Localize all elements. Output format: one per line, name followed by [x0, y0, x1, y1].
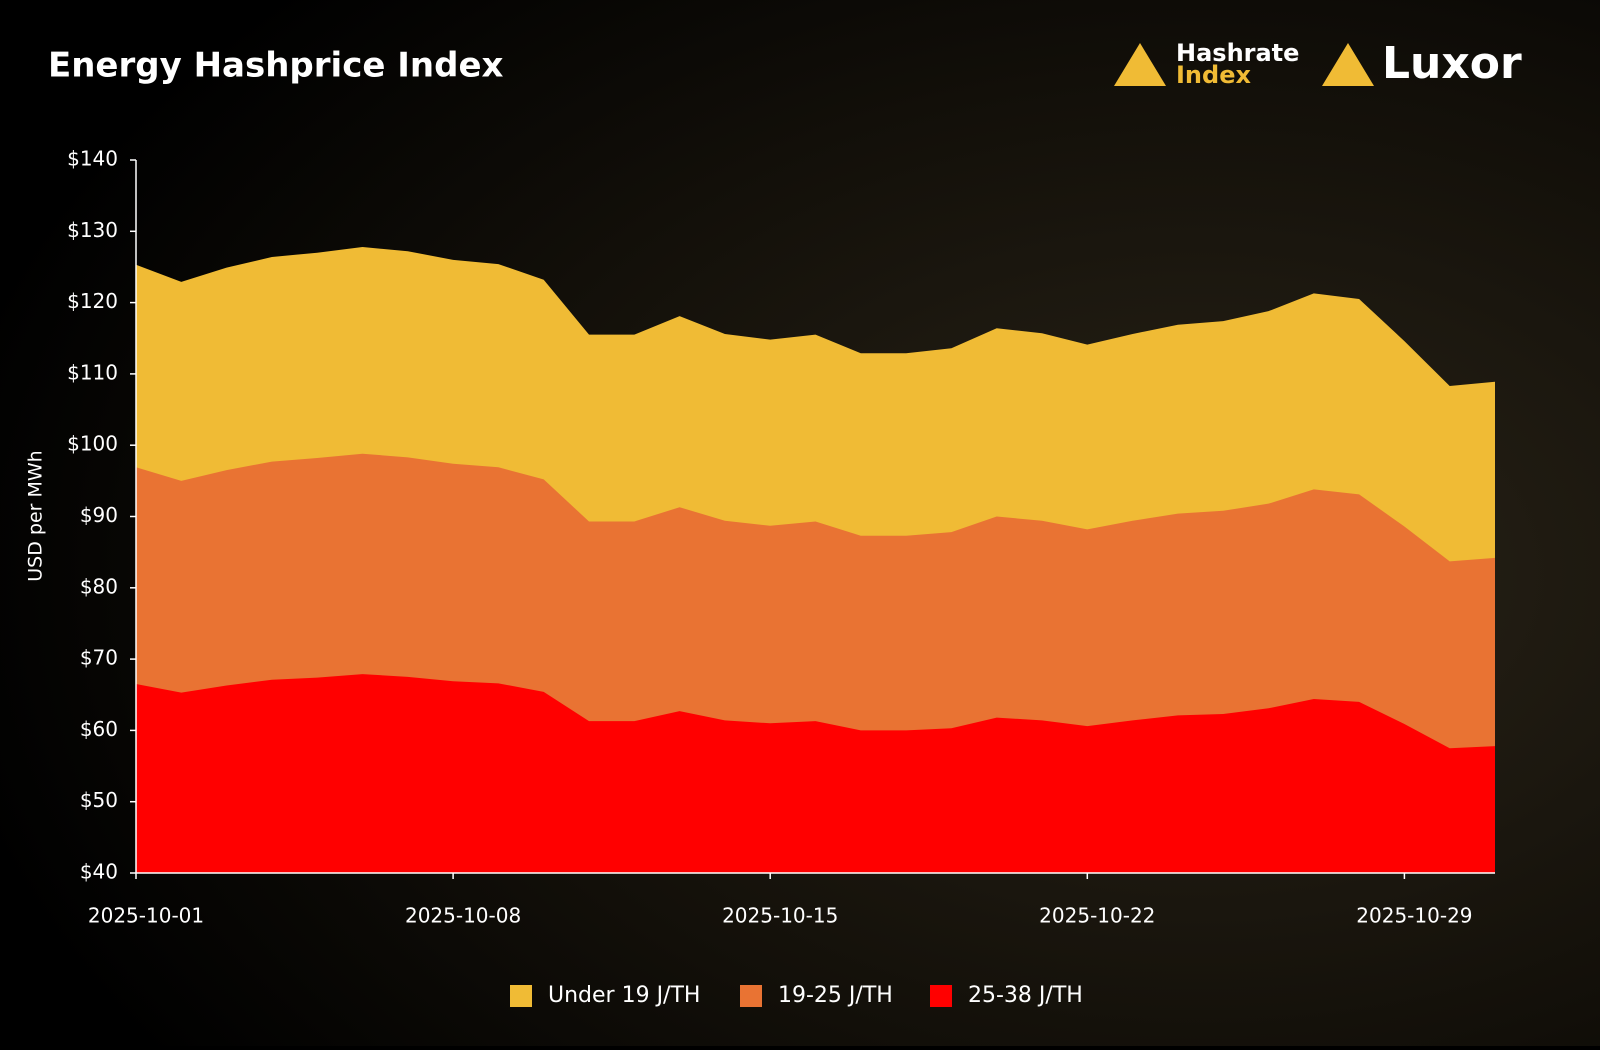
y-tick-label: $80 — [80, 574, 118, 598]
y-tick-label: $70 — [80, 646, 118, 670]
chart-title: Energy Hashprice Index — [48, 46, 504, 86]
logo-icon — [1114, 43, 1166, 86]
y-tick-label: $120 — [67, 289, 118, 313]
y-tick-label: $100 — [67, 432, 118, 456]
y-tick-label: $90 — [80, 503, 118, 527]
y-axis-label: USD per MWh — [25, 450, 47, 581]
y-tick-label: $130 — [67, 218, 118, 242]
legend-label: 25-38 J/TH — [968, 983, 1083, 1008]
logo-text: Luxor — [1382, 38, 1522, 89]
area — [136, 674, 1495, 873]
y-tick-label: $110 — [67, 360, 118, 384]
x-tick-label: 2025-10-29 — [1356, 904, 1472, 928]
logo-text: Index — [1176, 61, 1251, 89]
legend-label: Under 19 J/TH — [548, 983, 700, 1008]
luxor-logo: Luxor — [1322, 38, 1522, 89]
legend-swatch — [740, 985, 762, 1007]
legend-swatch — [510, 985, 532, 1007]
logo-icon — [1322, 43, 1374, 86]
x-tick-label: 2025-10-01 — [88, 904, 204, 928]
legend-label: 19-25 J/TH — [778, 983, 893, 1008]
logo-text: Hashrate — [1176, 39, 1299, 67]
y-tick-label: $50 — [80, 788, 118, 812]
x-tick-label: 2025-10-15 — [722, 904, 838, 928]
x-tick-label: 2025-10-08 — [405, 904, 521, 928]
x-tick-label: 2025-10-22 — [1039, 904, 1155, 928]
legend: Under 19 J/TH 19-25 J/TH 25-38 J/TH — [510, 983, 1083, 1008]
y-tick-label: $40 — [80, 860, 118, 884]
y-tick-label: $60 — [80, 717, 118, 741]
legend-swatch — [930, 985, 952, 1007]
y-tick-label: $140 — [67, 147, 118, 171]
hashrate-logo: Hashrate Index — [1114, 39, 1299, 89]
